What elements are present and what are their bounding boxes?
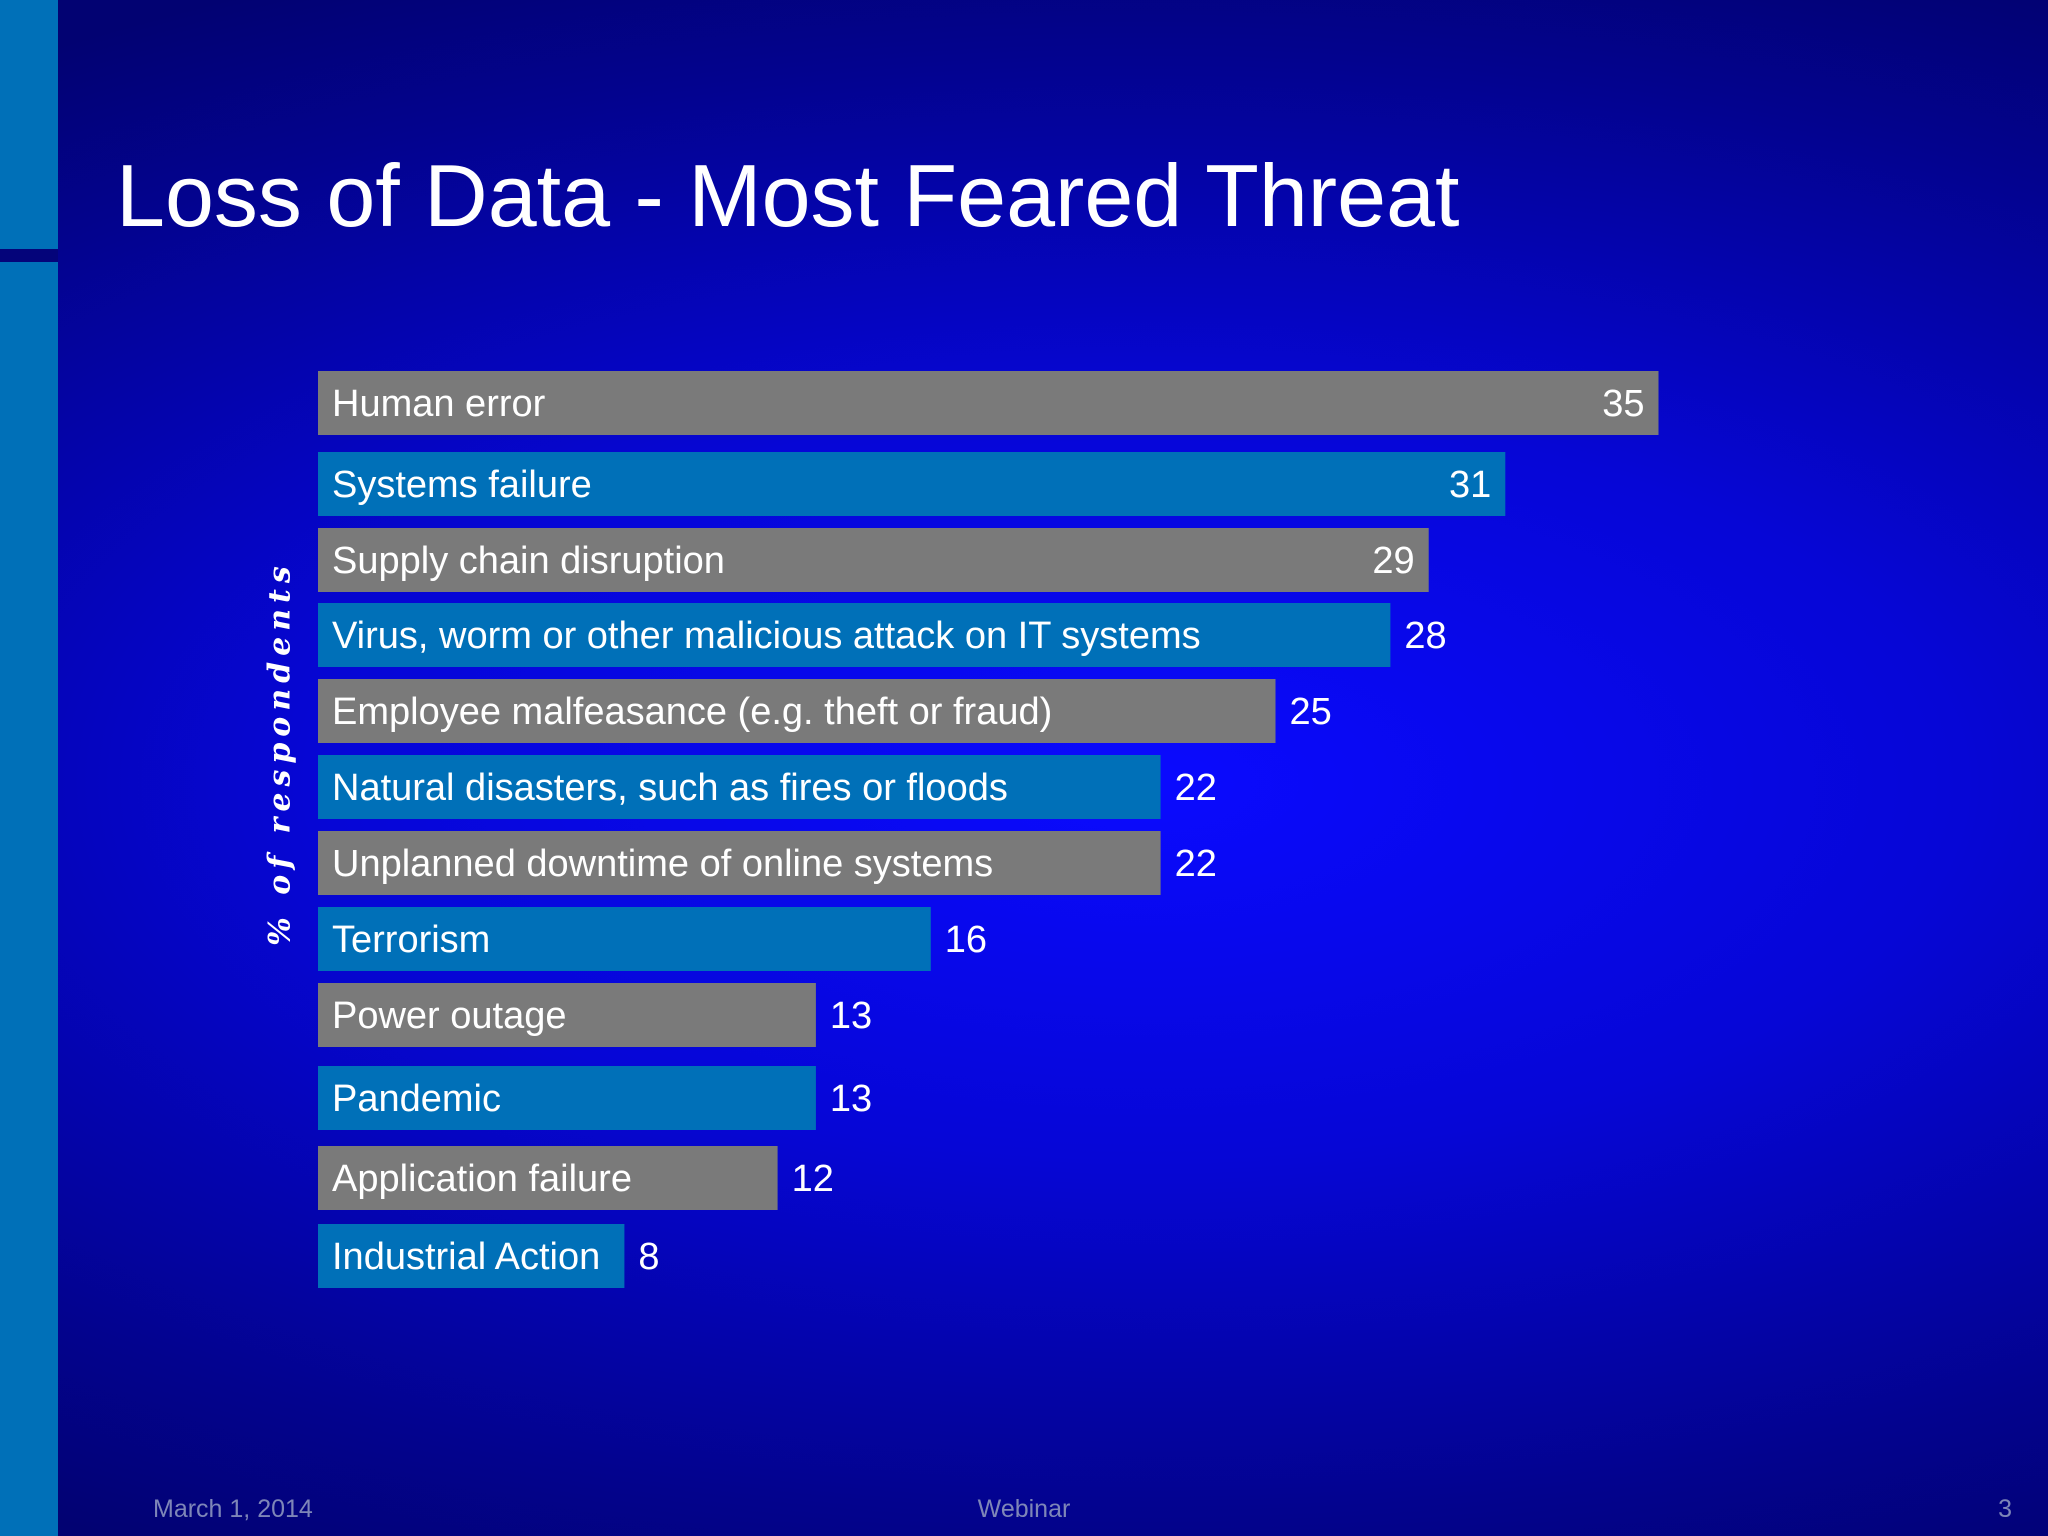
bar-value-human-error: 35 bbox=[1602, 383, 1644, 425]
bar-label-employee-malfeasance-e-g-theft-or-fraud: Employee malfeasance (e.g. theft or frau… bbox=[332, 691, 1052, 733]
bar-terrorism bbox=[318, 907, 931, 971]
bar-value-supply-chain-disruption: 29 bbox=[1372, 540, 1414, 582]
bar-industrial-action bbox=[318, 1224, 625, 1288]
bar-human-error bbox=[318, 371, 1659, 435]
slide-title: Loss of Data - Most Feared Threat bbox=[116, 146, 1460, 245]
side-accent-divider bbox=[0, 249, 58, 262]
bar-application-failure bbox=[318, 1146, 778, 1210]
bar-label-terrorism: Terrorism bbox=[332, 919, 490, 961]
side-accent-bar-top bbox=[0, 0, 58, 249]
bar-unplanned-downtime-of-online-systems bbox=[318, 831, 1161, 895]
bar-label-natural-disasters-such-as-fires-or-floods: Natural disasters, such as fires or floo… bbox=[332, 767, 1008, 809]
bar-value-virus-worm-or-other-malicious-attack-on-it-systems: 28 bbox=[1404, 615, 1446, 657]
bar-value-employee-malfeasance-e-g-theft-or-fraud: 25 bbox=[1290, 691, 1332, 733]
y-axis-label: % of respondents bbox=[262, 560, 298, 946]
bar-virus-worm-or-other-malicious-attack-on-it-systems bbox=[318, 603, 1391, 667]
bar-label-supply-chain-disruption: Supply chain disruption bbox=[332, 540, 725, 582]
bar-supply-chain-disruption bbox=[318, 528, 1429, 592]
bar-value-systems-failure: 31 bbox=[1449, 464, 1491, 506]
side-accent-bar-bottom bbox=[0, 262, 58, 1536]
bar-label-systems-failure: Systems failure bbox=[332, 464, 592, 506]
bar-pandemic bbox=[318, 1066, 816, 1130]
bar-value-natural-disasters-such-as-fires-or-floods: 22 bbox=[1175, 767, 1217, 809]
bar-natural-disasters-such-as-fires-or-floods bbox=[318, 755, 1161, 819]
bar-power-outage bbox=[318, 983, 816, 1047]
footer-title: Webinar bbox=[977, 1495, 1071, 1523]
bar-systems-failure bbox=[318, 452, 1506, 516]
bar-label-power-outage: Power outage bbox=[332, 995, 567, 1037]
bar-label-industrial-action: Industrial Action bbox=[332, 1236, 600, 1278]
bar-value-unplanned-downtime-of-online-systems: 22 bbox=[1175, 843, 1217, 885]
bar-label-virus-worm-or-other-malicious-attack-on-it-systems: Virus, worm or other malicious attack on… bbox=[332, 615, 1201, 657]
bar-label-human-error: Human error bbox=[332, 383, 546, 425]
bar-value-industrial-action: 8 bbox=[638, 1236, 659, 1278]
bar-label-pandemic: Pandemic bbox=[332, 1078, 501, 1120]
bar-value-application-failure: 12 bbox=[792, 1158, 834, 1200]
bar-employee-malfeasance-e-g-theft-or-fraud bbox=[318, 679, 1276, 743]
bar-value-pandemic: 13 bbox=[830, 1078, 872, 1120]
page-number: 3 bbox=[1998, 1495, 2012, 1523]
bar-label-unplanned-downtime-of-online-systems: Unplanned downtime of online systems bbox=[332, 843, 993, 885]
footer-date: March 1, 2014 bbox=[153, 1495, 313, 1523]
bar-value-power-outage: 13 bbox=[830, 995, 872, 1037]
bar-label-application-failure: Application failure bbox=[332, 1158, 632, 1200]
bar-value-terrorism: 16 bbox=[945, 919, 987, 961]
